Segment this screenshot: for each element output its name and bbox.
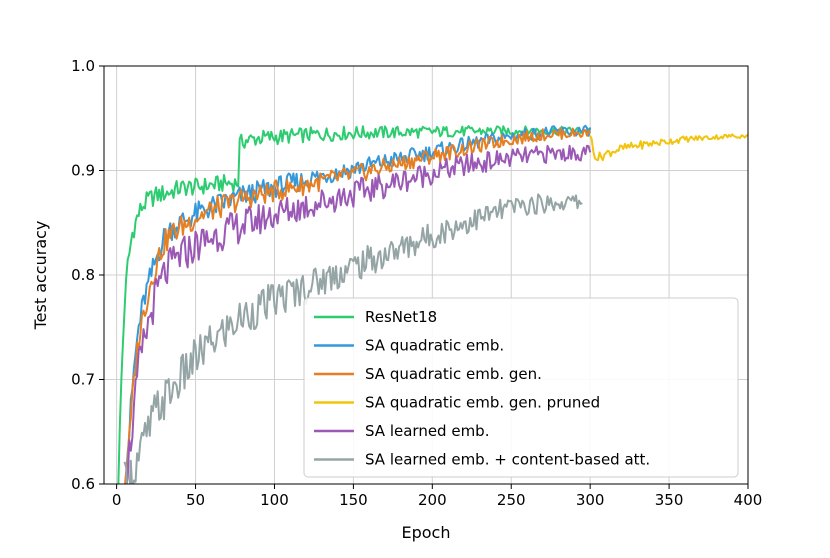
legend-label: SA quadratic emb. gen. [365,365,542,383]
x-tick-label: 100 [260,491,289,509]
x-tick-label: 400 [734,491,763,509]
legend-label: SA learned emb. + content-based att. [365,451,650,469]
x-tick-label: 200 [418,491,447,509]
legend-box [303,297,739,478]
y-tick-label: 0.6 [71,475,95,493]
y-tick-label: 0.7 [71,371,95,389]
y-tick-label: 0.8 [71,266,95,284]
series-line-5 [123,193,583,484]
x-tick-label: 350 [655,491,684,509]
legend: ResNet18 SA quadratic emb. SA quadratic em… [303,297,739,478]
series-line-4 [125,144,592,484]
y-axis-label: Test accuracy [31,221,50,331]
series-line-3 [589,133,748,162]
x-tick-label: 300 [576,491,605,509]
x-tick-label: 250 [497,491,526,509]
series-line-1 [124,124,592,484]
x-axis-label: Epoch [402,523,451,542]
legend-label: ResNet18 [365,308,437,326]
legend-label: SA quadratic emb. [365,337,504,355]
series-lines [117,124,748,484]
legend-label: SA learned emb. [365,422,489,440]
legend-label: SA quadratic emb. gen. pruned [365,394,600,412]
y-tick-label: 1.0 [71,57,95,75]
x-tick-label: 150 [339,491,368,509]
x-tick-label: 0 [112,491,122,509]
x-tick-label: 50 [186,491,205,509]
series-line-0 [117,125,592,484]
axis-ticks: 0 50 100 150 200 250 300 350 400 0.6 0.7 0.8 0.9 1.0 [71,57,762,509]
series-line-2 [124,127,591,484]
y-tick-label: 0.9 [71,162,95,180]
